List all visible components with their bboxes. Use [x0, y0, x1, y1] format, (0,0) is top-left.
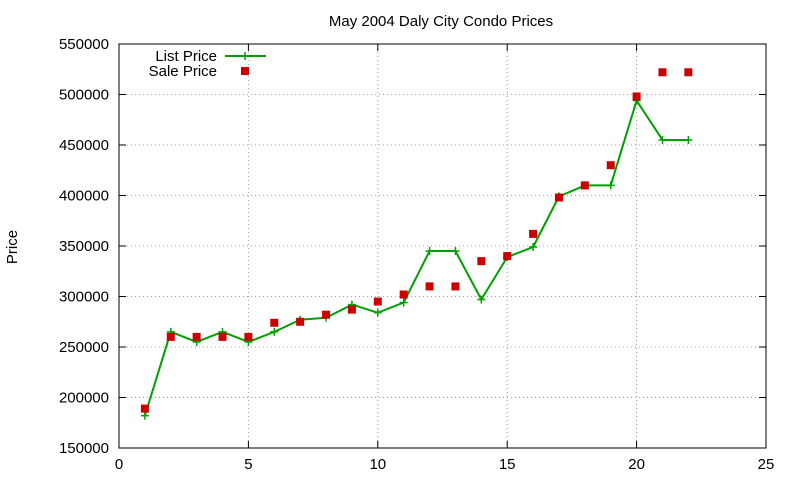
sale-price-point [296, 317, 305, 326]
x-tick-label: 20 [628, 456, 645, 473]
sale-price-point [192, 332, 201, 341]
list-price-point [399, 298, 408, 307]
legend-swatch-square [241, 67, 249, 75]
list-price-point [373, 308, 382, 317]
x-tick-label: 10 [369, 456, 386, 473]
list-price-point [606, 181, 615, 190]
list-price-point [477, 295, 486, 304]
sale-price-point [140, 404, 149, 413]
sale-price-point [322, 310, 331, 319]
axes [118, 43, 767, 449]
sale-price-point [658, 68, 667, 77]
legend-label: List Price [155, 48, 217, 65]
sale-price-point [580, 181, 589, 190]
plot-border [118, 43, 767, 449]
sale-price-point [529, 229, 538, 238]
sale-price-point [270, 318, 279, 327]
sale-price-point [477, 257, 486, 266]
y-tick-label: 200000 [59, 390, 109, 407]
chart-title: May 2004 Daly City Condo Prices [329, 13, 553, 30]
sale-price-point [373, 297, 382, 306]
x-tick-label: 5 [244, 456, 252, 473]
sale-price-point [347, 305, 356, 314]
y-axis-label: Price [4, 230, 21, 264]
x-tick-label: 15 [499, 456, 516, 473]
y-tick-label: 500000 [59, 87, 109, 104]
y-tick-label: 350000 [59, 238, 109, 255]
sale-price-point [632, 92, 641, 101]
legend-label: Sale Price [149, 63, 217, 80]
x-tick-label: 0 [115, 456, 123, 473]
list-price-point [684, 135, 693, 144]
sale-price-point [684, 68, 693, 77]
list-price-point [140, 411, 149, 420]
sale-price-point [503, 252, 512, 261]
y-tick-label: 400000 [59, 188, 109, 205]
sale-price-point [606, 161, 615, 170]
list-price-point [451, 247, 460, 256]
sale-price-point [166, 332, 175, 341]
sale-price-point [425, 282, 434, 291]
grid [119, 44, 766, 448]
list-price-point [270, 327, 279, 336]
sale-price-point [244, 332, 253, 341]
series-layer [140, 68, 693, 420]
sale-price-point [451, 282, 460, 291]
sale-price-point [554, 193, 563, 202]
list-price-point [425, 247, 434, 256]
list-price-point [529, 243, 538, 252]
list-price-line [143, 99, 689, 416]
x-tick-label: 25 [758, 456, 775, 473]
sale-price-point [399, 290, 408, 299]
tick-labels: 0 5 10 15 20 25 150000 200000 250000 300000 350000… [59, 36, 774, 473]
series-sale-price [140, 68, 693, 413]
sale-price-point [218, 332, 227, 341]
list-price-point [658, 135, 667, 144]
legend-swatch-plus [241, 52, 249, 60]
y-tick-label: 150000 [59, 440, 109, 457]
y-tick-label: 450000 [59, 137, 109, 154]
y-tick-label: 550000 [59, 36, 109, 53]
y-tick-label: 300000 [59, 289, 109, 306]
y-tick-label: 250000 [59, 339, 109, 356]
